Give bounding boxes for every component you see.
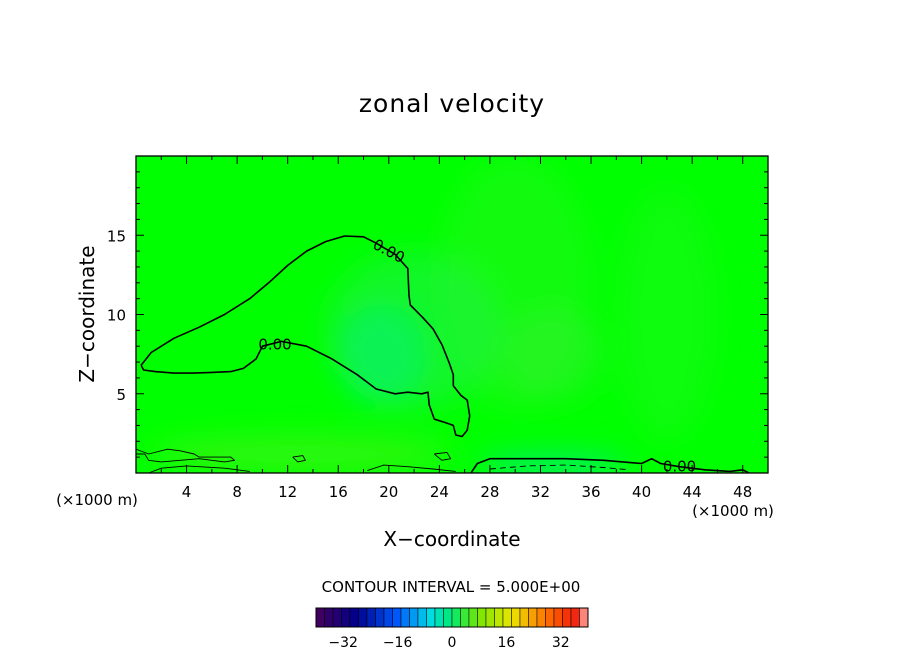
colorbar-cell-28	[553, 607, 563, 628]
zero-contour-1	[470, 457, 750, 473]
colorbar-cell-23	[511, 607, 521, 628]
x-tick-label-36: 36	[581, 483, 600, 501]
y-tick-label-5: 5	[116, 386, 126, 404]
colorbar-cell-26	[536, 607, 546, 628]
colorbar-tick-labels: −32 −16 0 16 32	[328, 635, 569, 651]
x-tick-label-48: 48	[733, 483, 752, 501]
x-tick-label-8: 8	[232, 483, 242, 501]
x-tick-label-24: 24	[430, 483, 449, 501]
x-tick-label-4: 4	[182, 483, 192, 501]
chart-title: zonal velocity	[359, 89, 545, 118]
colorbar-cell-3	[341, 607, 351, 628]
x-tick-label-16: 16	[329, 483, 348, 501]
x-tick-label-20: 20	[379, 483, 398, 501]
x-unit-label: (×1000 m)	[692, 502, 774, 520]
colorbar-cell-19	[477, 607, 487, 628]
field-anomaly-6	[616, 187, 718, 442]
colorbar-cell-21	[494, 607, 504, 628]
colorbar-cell-9	[392, 607, 402, 628]
x-tick-label-32: 32	[531, 483, 550, 501]
colorbar-cell-1	[324, 607, 334, 628]
plot-field	[136, 156, 768, 473]
colorbar-cell-10	[400, 607, 410, 628]
contour-label-1: 0.00	[258, 336, 291, 354]
colorbar-cell-2	[332, 607, 342, 628]
colorbar-tick-label-3: 16	[497, 635, 515, 651]
minor-contour-0	[136, 448, 236, 463]
colorbar-cell-27	[545, 607, 555, 628]
y-tick-labels: 5 10 15	[107, 227, 126, 404]
axis-ticks	[136, 156, 768, 473]
x-axis-label: X−coordinate	[383, 527, 520, 551]
colorbar-cell-13	[426, 607, 436, 628]
y-tick-label-15: 15	[107, 227, 126, 245]
minor-contour-2	[434, 451, 452, 461]
y-unit-label: (×1000 m)	[56, 491, 138, 509]
colorbar-cell-16	[451, 607, 461, 628]
colorbar-tick-label-2: 0	[448, 635, 457, 651]
x-tick-labels: 4 8 12 16 20 24 28 32 36 40 44 48	[182, 483, 752, 501]
colorbar-cell-0	[315, 607, 325, 628]
colorbar	[315, 607, 589, 628]
colorbar-cell-4	[349, 607, 359, 628]
x-tick-label-12: 12	[278, 483, 297, 501]
colorbar-cell-6	[366, 607, 376, 628]
minor-contour-1	[292, 455, 306, 463]
colorbar-cell-22	[502, 607, 512, 628]
colorbar-cell-7	[375, 607, 385, 628]
colorbar-cell-24	[519, 607, 529, 628]
colorbar-cell-11	[409, 607, 419, 628]
field-anomaly-5	[439, 156, 592, 410]
colorbar-cell-20	[485, 607, 495, 628]
contour-label-2: 0.00	[663, 458, 696, 476]
colorbar-cell-5	[358, 607, 368, 628]
colorbar-cell-15	[443, 607, 453, 628]
colorbar-cell-30	[570, 607, 580, 628]
negative-contour	[489, 464, 630, 471]
colorbar-cell-31	[579, 607, 589, 628]
colorbar-tick-label-4: 32	[552, 635, 570, 651]
colorbar-cell-8	[383, 607, 393, 628]
zero-contour-0	[140, 235, 471, 438]
colorbar-cell-18	[468, 607, 478, 628]
colorbar-cell-17	[460, 607, 470, 628]
x-tick-label-40: 40	[632, 483, 651, 501]
colorbar-cell-12	[417, 607, 427, 628]
colorbar-tick-label-1: −16	[383, 635, 413, 651]
contour-interval-label: CONTOUR INTERVAL = 5.000E+00	[322, 578, 581, 596]
y-axis-label: Z−coordinate	[75, 245, 99, 382]
colorbar-tick-label-0: −32	[328, 635, 358, 651]
x-tick-label-28: 28	[480, 483, 499, 501]
colorbar-cell-25	[528, 607, 538, 628]
field-anomaly-4	[148, 434, 452, 473]
colorbar-frame	[315, 607, 589, 628]
field-anomalies	[148, 156, 718, 473]
colorbar-cell-14	[434, 607, 444, 628]
y-tick-label-10: 10	[107, 307, 126, 325]
minor-contour-3	[367, 464, 456, 472]
colorbar-cell-29	[562, 607, 572, 628]
x-tick-label-44: 44	[683, 483, 702, 501]
contour-lines	[136, 235, 750, 473]
